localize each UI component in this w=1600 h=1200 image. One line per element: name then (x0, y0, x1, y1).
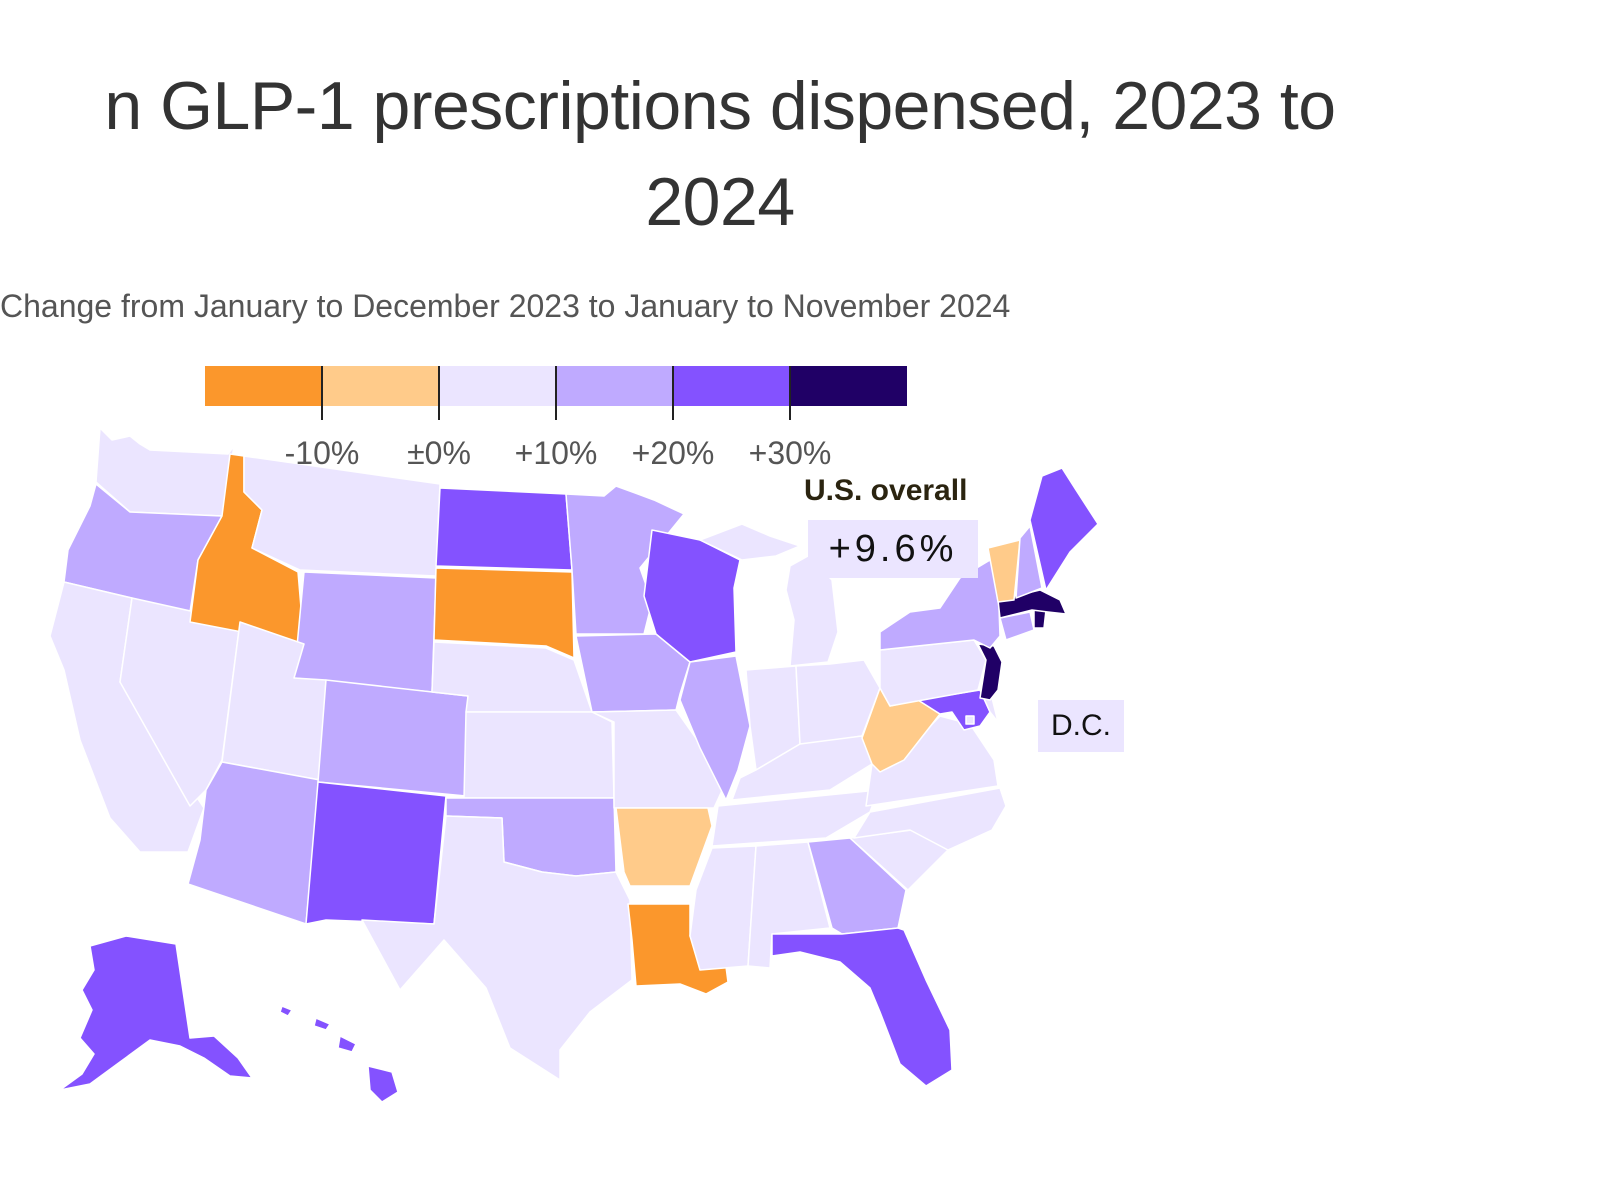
state-WY (293, 571, 437, 693)
legend-swatch-2 (322, 366, 439, 406)
state-NJ (977, 643, 1003, 701)
state-MI (785, 555, 839, 667)
legend-swatch-5 (673, 366, 790, 406)
state-ND (435, 487, 573, 571)
title-line-1: n GLP-1 prescriptions dispensed, 2023 to (104, 68, 1336, 144)
state-KS (463, 711, 615, 799)
legend-swatch-1 (205, 366, 322, 406)
legend-swatch-6 (790, 366, 907, 406)
legend-tick-label-3: +10% (515, 435, 598, 471)
chart-title: n GLP-1 prescriptions dispensed, 2023 to… (0, 58, 1500, 250)
state-HI (367, 1065, 399, 1103)
us-overall-label: U.S. overall (804, 474, 968, 507)
state-TX (361, 815, 633, 1081)
state-ME (1029, 467, 1099, 591)
state-UP (699, 523, 801, 561)
state-CO (317, 679, 469, 797)
state-DC (965, 715, 975, 725)
state-LA (627, 903, 729, 995)
state-FL (771, 927, 953, 1087)
state-NC (853, 787, 1007, 851)
state-VT (987, 539, 1021, 603)
state-RI (1033, 609, 1047, 629)
state-AZ (187, 761, 321, 925)
legend-tick-label-2: ±0% (407, 435, 471, 471)
state-SD (433, 567, 575, 659)
legend-tick-label-1: -10% (285, 435, 360, 471)
state-HI-3 (337, 1035, 357, 1053)
us-overall-value: +9.6% (808, 520, 978, 578)
state-HI-2 (313, 1017, 331, 1031)
state-TN (711, 789, 879, 847)
legend-tick-label-4: +20% (632, 435, 715, 471)
state-MN (565, 485, 685, 635)
state-AK (59, 935, 253, 1091)
state-NM (305, 781, 447, 925)
state-IL (679, 655, 751, 801)
state-HI-4 (279, 1005, 293, 1017)
dc-label: D.C. (1038, 700, 1124, 752)
legend-tick-label-5: +30% (749, 435, 832, 471)
color-legend: -10% ±0% +10% +20% +30% (205, 366, 907, 471)
legend-swatch-3 (439, 366, 556, 406)
title-line-2: 2024 (645, 164, 795, 240)
state-NH (1015, 525, 1043, 599)
legend-swatch-4 (556, 366, 673, 406)
chart-subtitle: Change from January to December 2023 to … (0, 288, 1011, 324)
state-CT (999, 611, 1035, 641)
state-AR (615, 807, 713, 887)
state-MO (591, 709, 727, 809)
state-WA (95, 427, 235, 517)
state-MS (689, 845, 757, 971)
